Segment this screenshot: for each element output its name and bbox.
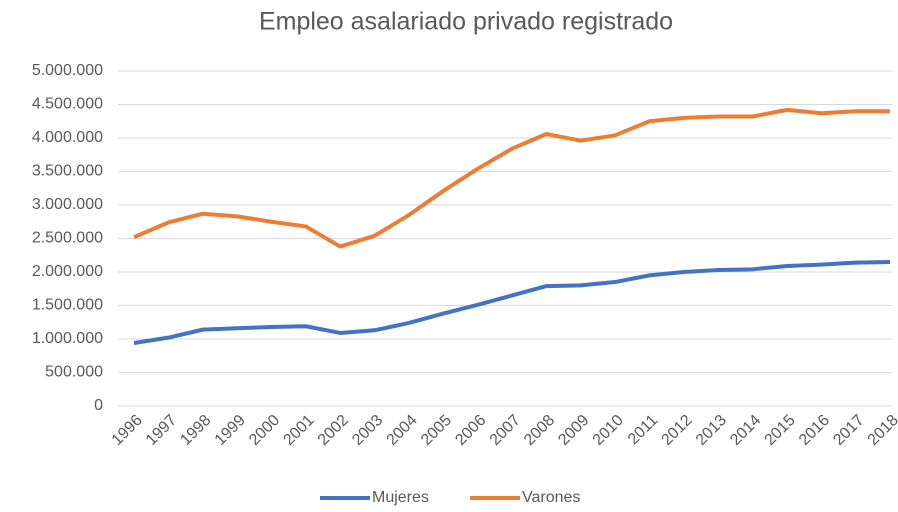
y-tick-label: 0 [94,397,103,414]
x-tick-label: 2012 [658,412,695,449]
y-tick-label: 1.500.000 [32,297,103,314]
x-tick-label: 2004 [384,412,421,449]
x-tick-label: 1996 [109,412,146,449]
y-tick-label: 2.500.000 [32,230,103,247]
y-tick-label: 4.000.000 [32,129,103,146]
y-tick-label: 4.500.000 [32,96,103,113]
x-tick-label: 2015 [762,412,799,449]
y-tick-label: 2.000.000 [32,263,103,280]
x-tick-label: 2014 [727,412,764,449]
chart-title: Empleo asalariado privado registrado [259,8,673,36]
x-tick-label: 2010 [590,412,627,449]
x-tick-label: 2001 [280,412,317,449]
x-tick-label: 2011 [625,412,661,448]
y-tick-label: 3.000.000 [32,196,103,213]
x-tick-label: 2007 [487,412,524,449]
y-tick-label: 3.500.000 [32,163,103,180]
data-line [133,259,891,345]
x-tick-label: 1999 [212,412,249,449]
x-tick-label: 2002 [315,412,352,449]
y-tick-label: 1.000.000 [32,330,103,347]
x-tick-label: 2003 [349,412,386,449]
y-tick-label: 5.000.000 [32,62,103,79]
x-tick-label: 2005 [418,412,455,449]
y-tick-label: 500.000 [45,364,103,381]
x-tick-label: 2008 [521,412,558,449]
x-tick-label: 2016 [796,412,833,449]
x-tick-label: 2006 [452,412,489,449]
x-tick-label: 1997 [143,412,180,449]
x-tick-label: 2009 [555,412,592,449]
x-tick-label: 2018 [865,412,898,449]
x-tick-label: 2013 [693,412,730,449]
legend-label: Varones [522,489,580,506]
x-tick-label: 2017 [830,412,867,449]
legend-label: Mujeres [372,489,429,506]
data-line [133,107,890,249]
x-tick-label: 2000 [246,412,283,449]
x-tick-label: 1998 [177,412,214,449]
